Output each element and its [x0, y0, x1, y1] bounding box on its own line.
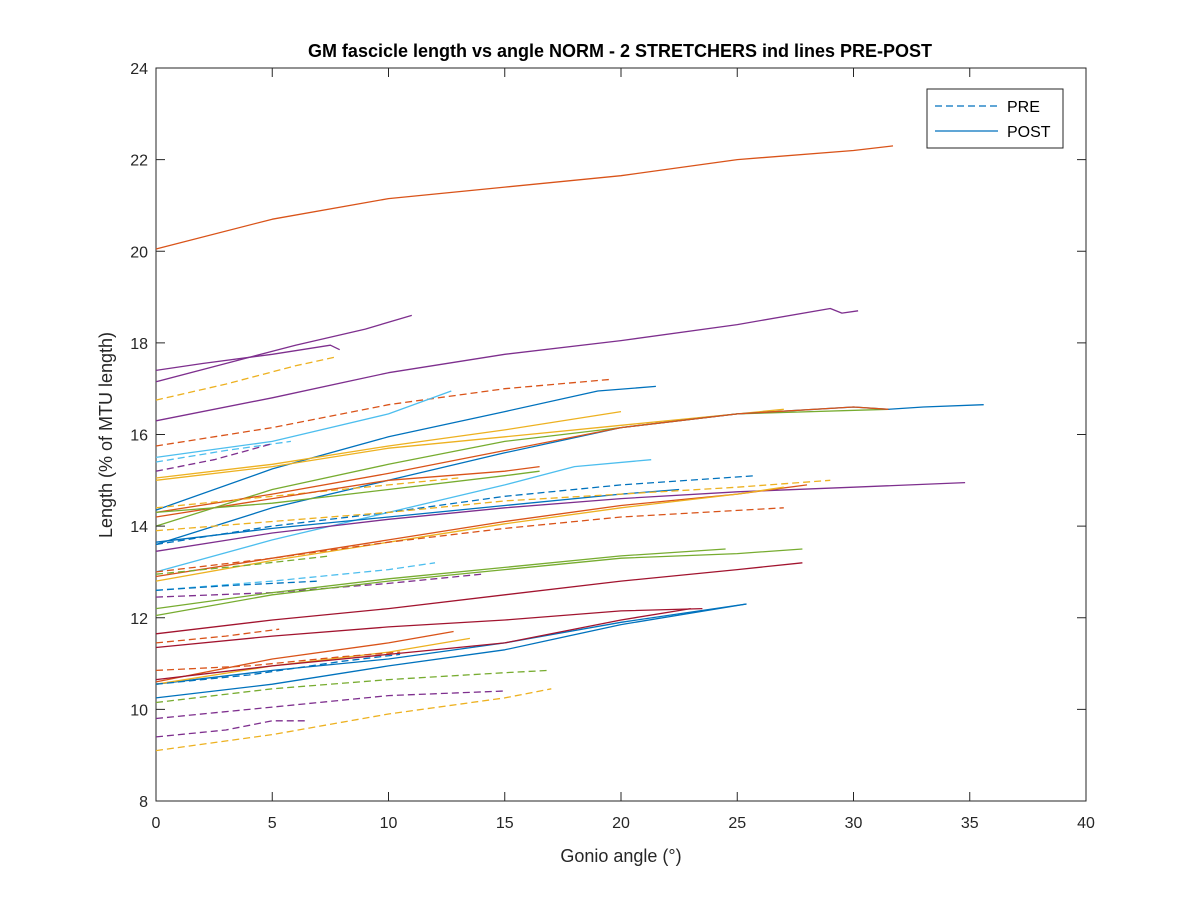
post-series-line-39 — [155, 603, 747, 699]
x-tick-label: 5 — [268, 815, 277, 832]
pre-series-line-29 — [155, 573, 482, 598]
pre-series-line-5 — [155, 378, 610, 447]
pre-series-line-40 — [155, 651, 401, 672]
pre-series-line-27 — [155, 562, 436, 591]
y-tick-label: 18 — [130, 336, 148, 353]
y-tick-label: 10 — [130, 702, 148, 719]
post-series-line-1 — [155, 314, 412, 383]
post-series-line-21 — [155, 481, 966, 552]
legend-label-post: POST — [1007, 124, 1051, 141]
post-series-line-30 — [155, 548, 726, 610]
post-series-line-14 — [155, 406, 889, 514]
pre-series-line-15 — [155, 477, 459, 509]
post-series-line-2 — [155, 344, 340, 372]
post-series-line-36 — [155, 630, 454, 683]
post-series-line-9 — [155, 385, 656, 511]
pre-series-line-45 — [155, 688, 552, 752]
post-series-line-35 — [155, 603, 747, 685]
plot-area — [155, 67, 1087, 802]
post-series-line-31 — [155, 548, 803, 617]
pre-series-line-44 — [155, 720, 308, 738]
legend: PRE POST — [926, 88, 1064, 149]
post-series-line-3 — [155, 307, 859, 422]
x-tick-label: 30 — [845, 815, 863, 832]
pre-series-line-4 — [155, 355, 338, 401]
y-tick-label: 8 — [139, 794, 148, 811]
pre-series-line-43 — [155, 690, 505, 720]
x-tick-label: 25 — [728, 815, 746, 832]
pre-series-line-26 — [155, 555, 331, 575]
post-series-line-0 — [155, 145, 894, 250]
post-series-line-37 — [155, 637, 471, 685]
post-series-line-18 — [155, 459, 652, 573]
x-axis-label: Gonio angle (°) — [560, 846, 681, 866]
y-axis-label: Length (% of MTU length) — [96, 332, 116, 538]
y-tick-label: 12 — [130, 611, 148, 628]
pre-series-line-42 — [155, 669, 549, 704]
pre-series-line-41 — [155, 653, 401, 685]
x-tick-label: 15 — [496, 815, 514, 832]
post-series-line-24 — [155, 486, 784, 582]
x-tick-label: 40 — [1077, 815, 1095, 832]
pre-series-line-22 — [155, 479, 831, 532]
post-series-line-11 — [155, 408, 784, 481]
x-tick-label: 20 — [612, 815, 630, 832]
y-tick-label: 14 — [130, 519, 148, 536]
chart-title: GM fascicle length vs angle NORM - 2 STR… — [308, 41, 932, 61]
x-axis: 0 5 10 15 20 25 30 35 40 — [152, 68, 1095, 832]
post-series-line-38 — [155, 607, 691, 681]
y-axis: 8 10 12 14 16 18 20 22 24 — [130, 61, 1086, 811]
x-tick-label: 35 — [961, 815, 979, 832]
x-tick-label: 10 — [380, 815, 398, 832]
y-tick-label: 16 — [130, 428, 148, 445]
y-tick-label: 22 — [130, 153, 148, 170]
post-series-line-16 — [155, 465, 540, 518]
pre-series-line-28 — [155, 580, 319, 591]
post-series-line-10 — [155, 410, 622, 479]
pre-series-line-25 — [155, 507, 784, 573]
post-series-line-6 — [155, 390, 452, 459]
legend-box — [926, 88, 1064, 149]
pre-series-line-33 — [155, 628, 280, 644]
post-series-line-34 — [155, 607, 703, 649]
legend-label-pre: PRE — [1007, 99, 1040, 116]
post-series-line-17 — [155, 470, 540, 514]
series-layer — [155, 145, 984, 752]
y-tick-label: 24 — [130, 61, 148, 78]
x-tick-label: 0 — [152, 815, 161, 832]
pre-series-line-8 — [155, 443, 273, 472]
post-series-line-32 — [155, 562, 803, 635]
y-tick-label: 20 — [130, 244, 148, 261]
